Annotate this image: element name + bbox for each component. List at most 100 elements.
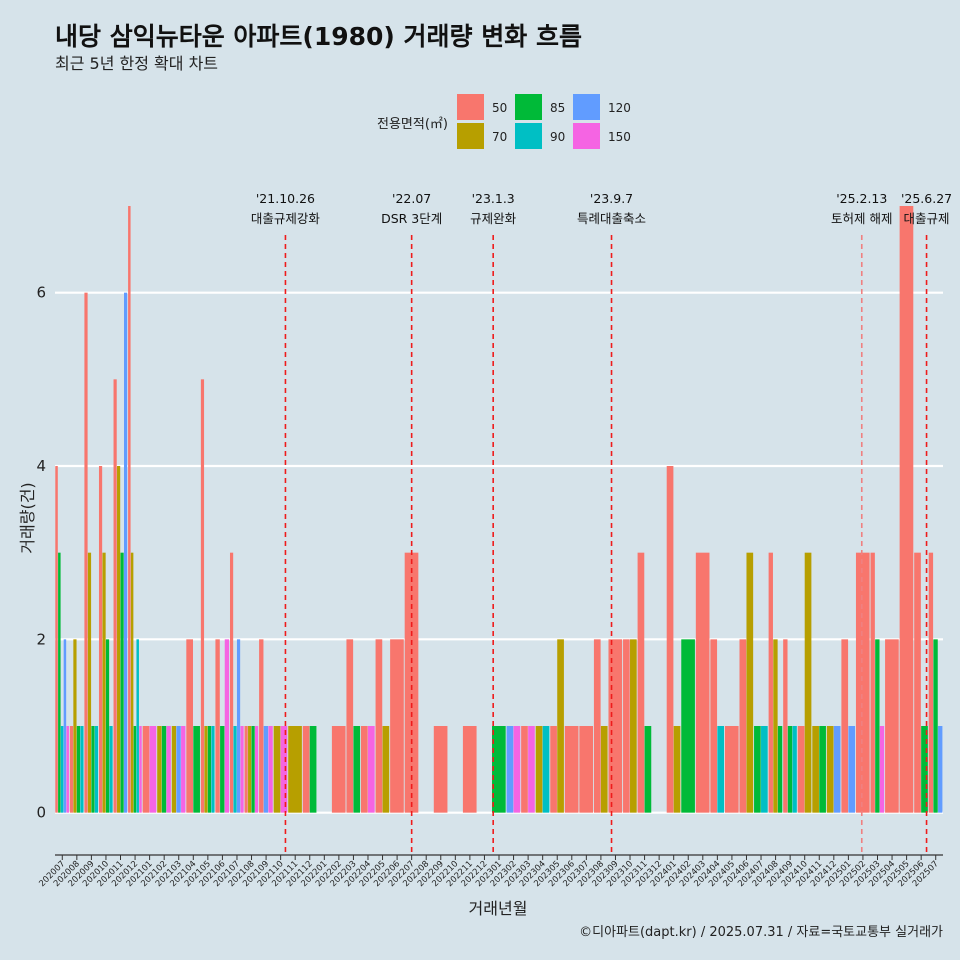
legend-label-85: 85: [550, 101, 565, 115]
bar-202108-70: [248, 726, 252, 813]
bar-202204-150: [367, 726, 375, 813]
bar-202109-50: [259, 639, 264, 813]
y-tick-label-6: 6: [36, 284, 46, 302]
event-date-0: '21.10.26: [256, 191, 315, 206]
bar-202310-70: [630, 639, 637, 813]
bar-202112-50: [302, 726, 310, 813]
bar-202507-50: [928, 552, 934, 813]
bar-202108-85: [251, 726, 255, 813]
bar-202202-50: [331, 726, 346, 813]
bar-202410-70: [804, 552, 812, 813]
bar-202103-120: [176, 726, 181, 813]
bar-202007-150: [66, 726, 69, 813]
bar-202106-150: [224, 639, 230, 813]
bar-202107-150: [240, 726, 244, 813]
legend-swatch-70: [457, 123, 484, 149]
bar-202209-50: [433, 726, 448, 813]
bar-202406-70: [746, 552, 754, 813]
bar-202311-50: [637, 552, 645, 813]
y-axis-title: 거래량(건): [18, 482, 37, 553]
bar-202306-50: [564, 726, 579, 813]
bar-202111-70: [288, 726, 302, 813]
bar-202009-90: [94, 726, 99, 813]
bar-202203-85: [353, 726, 361, 813]
bar-202302-120: [506, 726, 514, 813]
legend-label-70: 70: [492, 130, 507, 144]
chart-title: 내당 삼익뉴타운 아파트(1980) 거래량 변화 흐름: [55, 22, 582, 51]
bar-202010-85: [105, 639, 110, 813]
bar-202012-50: [128, 206, 131, 813]
bar-202008-85: [76, 726, 81, 813]
bar-202408-70: [773, 639, 778, 813]
bar-202008-70: [73, 639, 77, 813]
bar-202012-90: [136, 639, 139, 813]
bar-202407-90: [761, 726, 768, 813]
bar-202302-150: [513, 726, 521, 813]
bar-202011-70: [117, 466, 121, 813]
legend-swatch-150: [573, 123, 600, 149]
event-label-1: DSR 3단계: [381, 211, 442, 226]
bar-202110-70: [273, 726, 281, 813]
bar-202310-50: [623, 639, 630, 813]
bar-202105-90: [211, 726, 215, 813]
bar-202007-120: [63, 639, 67, 813]
legend-title: 전용면적(㎡): [377, 117, 448, 132]
bar-202305-50: [550, 726, 557, 813]
bar-202101-50: [142, 726, 150, 813]
bar-202010-90: [109, 726, 113, 813]
bar-202105-50: [200, 379, 205, 813]
bar-202307-50: [579, 726, 594, 813]
bar-202410-50: [797, 726, 805, 813]
bar-202401-70: [673, 726, 681, 813]
bar-202011-50: [113, 379, 117, 813]
legend-swatch-85: [515, 94, 542, 120]
bar-202204-50: [361, 726, 368, 813]
bar-202102-150: [166, 726, 171, 813]
legend-swatch-50: [457, 94, 484, 120]
bar-202506-50: [914, 552, 921, 813]
bar-202303-150: [528, 726, 535, 813]
bar-202205-70: [382, 726, 390, 813]
bar-202506-85: [921, 726, 928, 813]
bar-202304-70: [535, 726, 543, 813]
bar-202007-85: [58, 552, 61, 813]
bar-202402-85: [681, 639, 695, 813]
bar-202106-50: [215, 639, 220, 813]
bar-202404-50: [710, 639, 718, 813]
bar-202112-85: [309, 726, 317, 813]
legend: 전용면적(㎡) 50 70 85 90 120 150: [377, 94, 631, 149]
bar-202409-90: [792, 726, 797, 813]
bar-202409-50: [783, 639, 788, 813]
legend-swatch-120: [573, 94, 600, 120]
bar-202010-70: [102, 552, 106, 813]
bar-202107-50: [229, 552, 234, 813]
bar-202308-50: [593, 639, 601, 813]
legend-label-50: 50: [492, 101, 507, 115]
bar-202011-85: [120, 552, 124, 813]
bar-202211-50: [462, 726, 477, 813]
bar-202012-85: [133, 726, 137, 813]
bar-202303-50: [521, 726, 528, 813]
event-label-0: 대출규제강화: [251, 211, 321, 226]
bar-202108-150: [255, 726, 259, 813]
x-axis-title: 거래년월: [469, 899, 528, 918]
bar-202311-85: [644, 726, 652, 813]
bar-202104-50: [186, 639, 193, 813]
bars-layer: [55, 206, 943, 813]
bar-202207-50: [404, 552, 419, 813]
legend-swatch-90: [515, 123, 542, 149]
bar-202108-50: [244, 726, 248, 813]
event-label-5: 대출규제: [904, 211, 950, 226]
bar-202107-120: [236, 639, 241, 813]
bar-202411-85: [819, 726, 826, 813]
chart-subtitle: 최근 5년 한정 확대 차트: [55, 54, 218, 73]
y-tick-label-0: 0: [36, 804, 46, 822]
bar-202301-85: [492, 726, 506, 813]
bar-202412-70: [826, 726, 834, 813]
bar-202101-150: [149, 726, 157, 813]
bar-202507-120: [938, 726, 943, 813]
bar-202406-50: [739, 639, 747, 813]
bar-202412-120: [833, 726, 841, 813]
